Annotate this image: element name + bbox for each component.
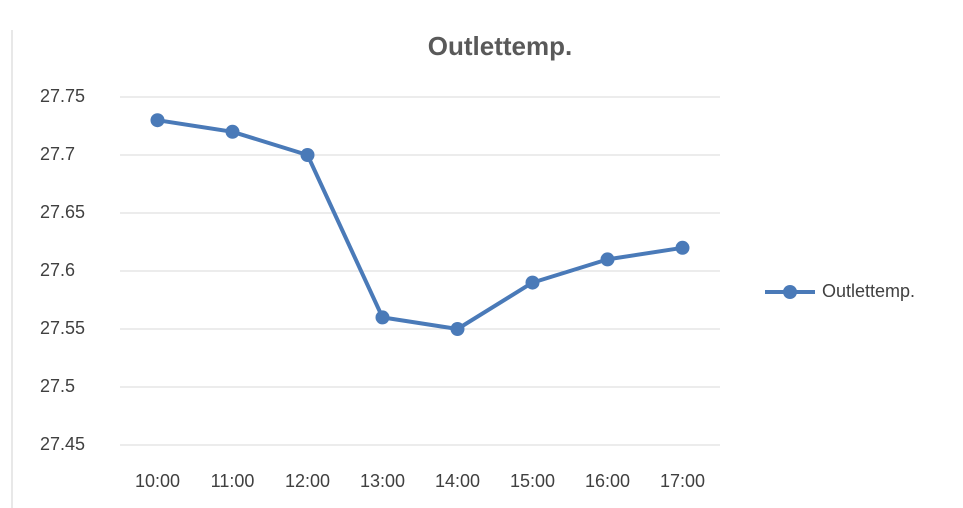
y-tick-label: 27.7 bbox=[40, 144, 75, 164]
y-tick-label: 27.75 bbox=[40, 86, 85, 106]
x-tick-label: 13:00 bbox=[360, 471, 405, 491]
y-tick-label: 27.6 bbox=[40, 260, 75, 280]
marker bbox=[675, 240, 690, 255]
marker bbox=[150, 113, 165, 128]
x-tick-label: 15:00 bbox=[510, 471, 555, 491]
marker bbox=[375, 310, 390, 325]
y-tick-label: 27.5 bbox=[40, 376, 75, 396]
x-tick-label: 17:00 bbox=[660, 471, 705, 491]
line bbox=[157, 118, 683, 331]
marker bbox=[225, 124, 240, 139]
legend-label: Outlettemp. bbox=[822, 281, 915, 301]
legend-marker bbox=[783, 285, 797, 299]
marker bbox=[300, 148, 315, 162]
x-tick-label: 12:00 bbox=[285, 471, 330, 491]
chart-title: Outlettemp. bbox=[428, 31, 572, 61]
marker bbox=[450, 322, 465, 336]
x-tick-label: 16:00 bbox=[585, 471, 630, 491]
marker bbox=[525, 275, 540, 290]
x-tick-label: 14:00 bbox=[435, 471, 480, 491]
x-tick-label: 11:00 bbox=[211, 471, 255, 491]
y-tick-label: 27.65 bbox=[40, 202, 85, 222]
marker bbox=[600, 252, 615, 267]
x-tick-label: 10:00 bbox=[135, 471, 180, 491]
y-tick-label: 27.55 bbox=[40, 318, 85, 338]
y-tick-label: 27.45 bbox=[40, 434, 85, 454]
